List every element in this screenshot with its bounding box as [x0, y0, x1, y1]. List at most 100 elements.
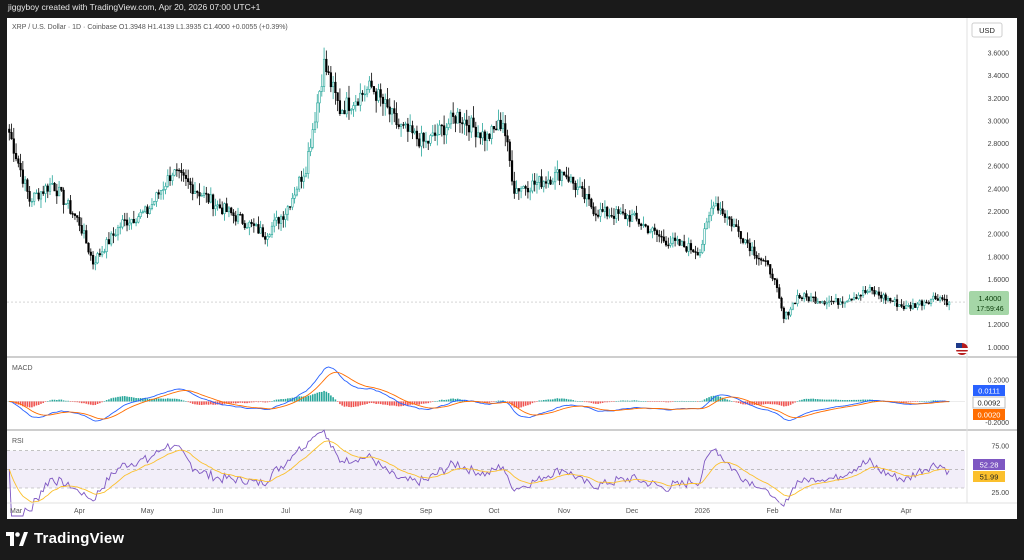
macd-histogram-bar [133, 397, 135, 402]
macd-histogram-bar [321, 391, 323, 402]
rsi-line [8, 429, 950, 517]
candle [746, 239, 749, 244]
time-axis[interactable]: Mar Apr May Jun Jul Aug Sep Oct Nov Dec 2026 Feb Mar… [10, 508, 912, 515]
candle [730, 218, 733, 227]
macd-histogram-bar [420, 401, 423, 404]
price-panel[interactable] [7, 47, 965, 324]
rsi-band [7, 450, 965, 488]
macd-histogram-bar [699, 401, 701, 402]
chart-frame[interactable]: XRP / U.S. Dollar · 1D · Coinbase O1.394… [7, 18, 1017, 519]
candle [10, 132, 13, 140]
candle [438, 124, 441, 135]
candle [877, 291, 881, 296]
candle [67, 200, 70, 205]
macd-histogram-bar [651, 401, 654, 402]
macd-histogram-bar [443, 399, 445, 402]
macd-histogram-bar [857, 399, 860, 402]
macd-histogram-bar [909, 401, 912, 403]
candle [338, 100, 342, 114]
candle [526, 188, 529, 193]
candle [553, 172, 557, 183]
rsi-ma-line [8, 440, 950, 503]
candle [155, 192, 158, 202]
macd-histogram-bar [103, 401, 106, 402]
candle [359, 92, 362, 106]
tradingview-logo[interactable]: TradingView [6, 530, 124, 547]
macd-histogram-bar [46, 401, 49, 402]
macd-histogram-bar [866, 399, 869, 402]
macd-histogram-bar [280, 399, 282, 402]
candle [850, 298, 853, 301]
macd-histogram-bar [332, 397, 334, 402]
macd-histogram-bar [200, 401, 203, 405]
candle [775, 279, 779, 288]
candle [250, 221, 253, 225]
macd-histogram-bar [826, 399, 828, 402]
macd-histogram-bar [930, 400, 932, 402]
macd-histogram-bar [558, 398, 561, 402]
candle [762, 259, 765, 262]
candle [696, 252, 699, 256]
candle [809, 296, 813, 302]
macd-histogram-bar [404, 401, 407, 406]
rsi-panel[interactable] [7, 429, 965, 517]
candle [726, 216, 729, 218]
time-tick-label: Jul [281, 508, 290, 515]
chart-canvas[interactable]: XRP / U.S. Dollar · 1D · Coinbase O1.394… [7, 18, 1017, 519]
macd-histogram-bar [554, 398, 556, 402]
macd-histogram-bar [144, 398, 146, 402]
candle [73, 213, 77, 216]
macd-histogram-bar [101, 401, 103, 403]
candle [599, 209, 602, 217]
candle [289, 206, 292, 208]
candle [857, 294, 860, 299]
candle [293, 194, 296, 199]
candle [529, 190, 532, 193]
rsi-axis[interactable]: 75.00 25.00 [991, 444, 1009, 498]
candle [119, 226, 122, 229]
candle [617, 209, 620, 214]
candle [26, 179, 29, 192]
macd-axis[interactable]: 0.2000 -0.2000 [985, 378, 1009, 427]
candle [110, 233, 113, 245]
price-legend: XRP / U.S. Dollar · 1D · Coinbase O1.394… [12, 24, 288, 31]
candle [64, 203, 67, 205]
candle [447, 123, 450, 128]
macd-histogram-bar [241, 401, 244, 403]
candle [257, 224, 260, 234]
signal-value-badge: 0.0020 [978, 411, 1001, 420]
us-flag-icon[interactable] [956, 343, 968, 355]
candle [569, 176, 573, 182]
price-tick-label: 3.0000 [988, 118, 1010, 125]
macd-histogram-bar [35, 401, 38, 406]
candle [766, 260, 770, 265]
candle [78, 217, 81, 226]
candle [751, 246, 754, 252]
macd-histogram-bar [574, 400, 577, 402]
currency-button[interactable]: USD [971, 22, 1003, 38]
candle [130, 218, 133, 224]
candle [82, 230, 86, 234]
candle [141, 211, 144, 213]
candle [619, 211, 622, 214]
price-axis[interactable]: 3.6000 3.4000 3.2000 3.0000 2.8000 2.6000 2.40… [988, 50, 1010, 351]
candle [499, 119, 502, 130]
macd-histogram-bar [266, 401, 269, 403]
macd-histogram-bar [157, 398, 160, 402]
macd-histogram-bar [853, 399, 855, 402]
candle [273, 219, 276, 227]
macd-histogram-bar [601, 401, 604, 403]
macd-histogram-bar [762, 401, 765, 405]
candle [925, 301, 928, 304]
macd-histogram-bar [126, 396, 128, 402]
candle [436, 134, 439, 136]
candle [812, 296, 815, 299]
macd-histogram-bar [608, 401, 611, 403]
macd-histogram-bar [490, 401, 493, 402]
macd-histogram-bar [198, 401, 201, 405]
macd-histogram-bar [80, 401, 83, 404]
macd-panel[interactable] [7, 366, 965, 422]
candle [929, 298, 933, 304]
rsi-value-badges: 52.28 51.99 [973, 459, 1005, 482]
macd-histogram-bar [427, 401, 430, 404]
